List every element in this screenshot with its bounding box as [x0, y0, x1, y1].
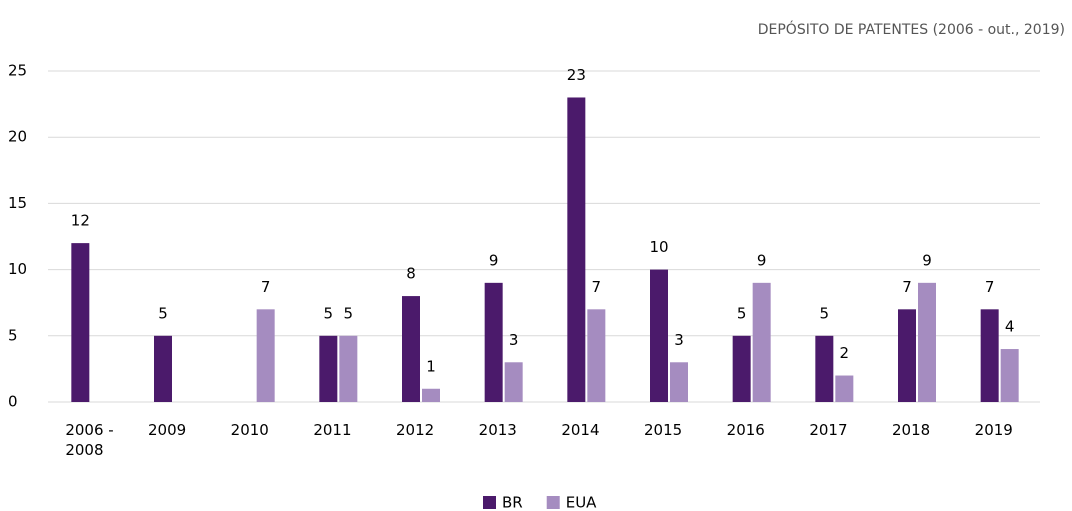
x-tick-label: 2015 — [644, 421, 683, 439]
x-tick-label: 2006 - 2008 — [65, 421, 114, 459]
data-label: 5 — [737, 304, 747, 322]
bar — [898, 309, 916, 402]
bar — [256, 309, 275, 402]
bar — [339, 335, 358, 402]
bar — [484, 282, 503, 402]
bar — [71, 243, 90, 402]
data-label: 8 — [406, 265, 416, 283]
bar — [650, 269, 668, 402]
x-tick-label: 2017 — [809, 421, 848, 439]
x-tick-label: 2014 — [561, 421, 600, 439]
x-tick-label: 2011 — [313, 421, 352, 439]
y-tick-label: 15 — [8, 194, 27, 212]
bar — [918, 282, 936, 402]
data-label: 5 — [820, 304, 830, 322]
x-tick-label: 2016 — [726, 421, 765, 439]
bar — [154, 335, 172, 402]
data-label: 7 — [985, 278, 995, 296]
y-tick-label: 5 — [8, 326, 18, 344]
x-tick-label: 2019 — [974, 421, 1013, 439]
bar — [567, 97, 586, 402]
data-label: 9 — [489, 251, 499, 269]
y-tick-label: 20 — [8, 128, 27, 146]
data-label: 4 — [1005, 318, 1015, 336]
legend-label: BR — [502, 494, 523, 511]
data-label: 7 — [902, 278, 912, 296]
data-label: 1 — [426, 357, 436, 375]
data-label: 3 — [674, 331, 684, 349]
bar — [1000, 349, 1019, 402]
bar — [670, 362, 688, 402]
y-tick-label: 10 — [8, 260, 27, 278]
data-label: 5 — [158, 304, 168, 322]
y-tick-label: 0 — [8, 393, 18, 411]
data-label: 7 — [261, 278, 271, 296]
data-label: 3 — [509, 331, 519, 349]
data-label: 7 — [592, 278, 602, 296]
chart-title: DEPÓSITO DE PATENTES (2006 - out., 2019) — [758, 20, 1065, 38]
x-tick-label: 2018 — [892, 421, 931, 439]
bar — [815, 335, 834, 402]
data-label: 12 — [71, 212, 90, 230]
data-label: 9 — [757, 251, 767, 269]
data-label: 9 — [922, 251, 932, 269]
legend-swatch — [546, 496, 560, 509]
bar — [980, 309, 999, 402]
bar — [504, 362, 523, 402]
bar — [835, 375, 854, 402]
data-label: 5 — [344, 304, 354, 322]
bar — [752, 282, 771, 402]
y-tick-label: 25 — [8, 62, 27, 80]
data-label: 23 — [567, 66, 586, 84]
bar — [732, 335, 751, 402]
x-tick-label: 2012 — [396, 421, 435, 439]
data-label: 2 — [840, 344, 850, 362]
bar — [422, 388, 440, 402]
x-tick-label: 2009 — [148, 421, 187, 439]
bar — [587, 309, 606, 402]
bar — [319, 335, 338, 402]
x-tick-label: 2013 — [478, 421, 517, 439]
data-label: 10 — [649, 238, 668, 256]
x-tick-label: 2010 — [230, 421, 269, 439]
bar — [402, 296, 420, 402]
legend-label: EUA — [566, 494, 597, 511]
legend-swatch — [483, 496, 496, 509]
data-label: 5 — [324, 304, 334, 322]
